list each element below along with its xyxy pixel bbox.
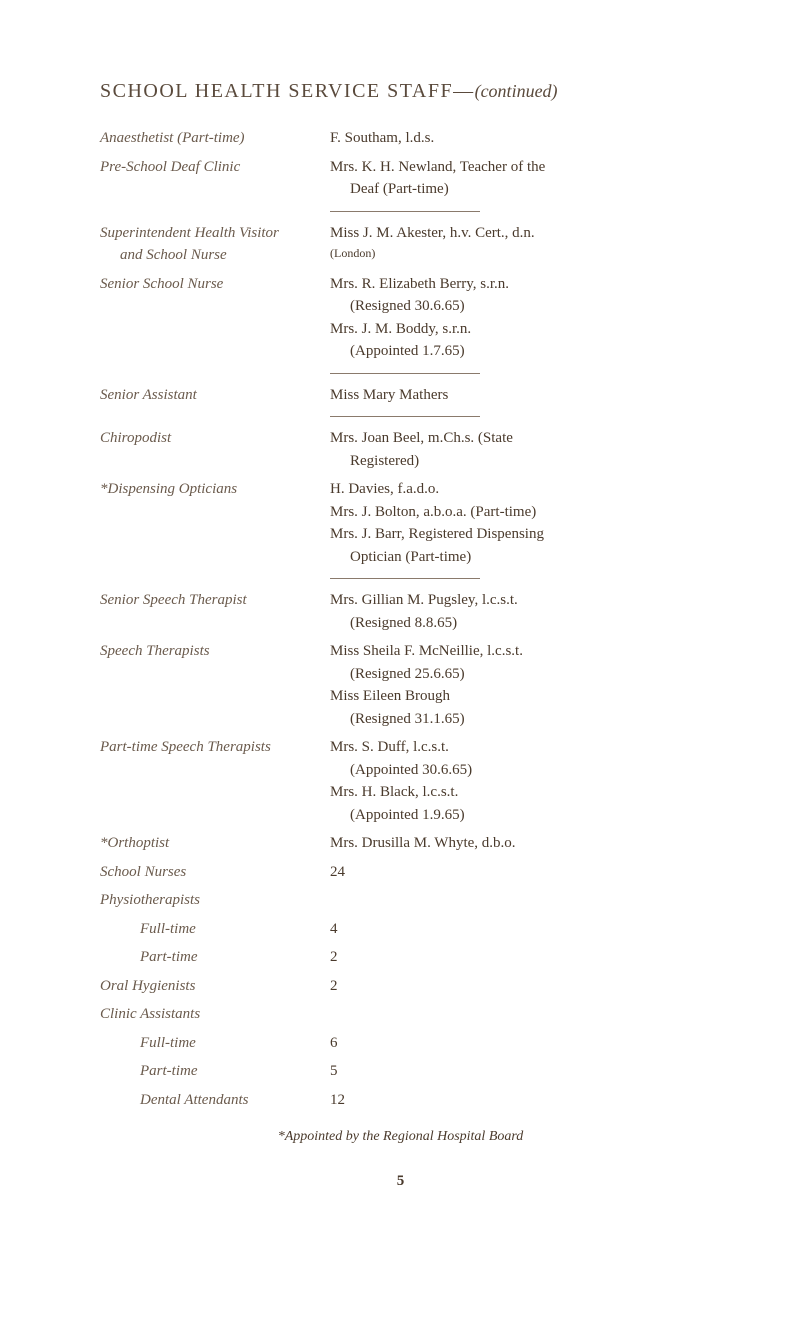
role: Senior School Nurse — [100, 273, 330, 363]
title-main: SCHOOL HEALTH SERVICE STAFF— — [100, 80, 475, 102]
value: 12 — [330, 1089, 701, 1112]
value: Mrs. Drusilla M. Whyte, d.b.o. — [330, 832, 701, 855]
role: Pre-School Deaf Clinic — [100, 156, 330, 201]
role: Part-time Speech Therapists — [100, 736, 330, 826]
divider — [330, 211, 480, 212]
value: Mrs. Gillian M. Pugsley, l.c.s.t. (Resig… — [330, 589, 701, 634]
value: H. Davies, f.a.d.o. Mrs. J. Bolton, a.b.… — [330, 478, 701, 568]
page-title: SCHOOL HEALTH SERVICE STAFF—(continued) — [100, 80, 701, 103]
entry-clinic-pt: Part-time 5 — [100, 1060, 701, 1083]
divider — [330, 578, 480, 579]
value: Miss Sheila F. McNeillie, l.c.s.t. (Resi… — [330, 640, 701, 730]
role: Oral Hygienists — [100, 975, 330, 998]
value: Miss J. M. Akester, h.v. Cert., d.n. (Lo… — [330, 222, 701, 267]
entry-ptst: Part-time Speech Therapists Mrs. S. Duff… — [100, 736, 701, 826]
role: Full-time — [100, 918, 330, 941]
value: Mrs. R. Elizabeth Berry, s.r.n. (Resigne… — [330, 273, 701, 363]
role: Dental Attendants — [100, 1089, 330, 1112]
role: *Dispensing Opticians — [100, 478, 330, 568]
entry-oral: Oral Hygienists 2 — [100, 975, 701, 998]
entry-chiropodist: Chiropodist Mrs. Joan Beel, m.Ch.s. (Sta… — [100, 427, 701, 472]
entry-clinic: Clinic Assistants — [100, 1003, 701, 1026]
value: F. Southam, l.d.s. — [330, 127, 701, 150]
role: *Orthoptist — [100, 832, 330, 855]
divider — [330, 373, 480, 374]
role: Senior Assistant — [100, 384, 330, 407]
value: 6 — [330, 1032, 701, 1055]
entry-sst: Senior Speech Therapist Mrs. Gillian M. … — [100, 589, 701, 634]
value: 4 — [330, 918, 701, 941]
entry-st: Speech Therapists Miss Sheila F. McNeill… — [100, 640, 701, 730]
value: Mrs. K. H. Newland, Teacher of the Deaf … — [330, 156, 701, 201]
entry-ortho: *Orthoptist Mrs. Drusilla M. Whyte, d.b.… — [100, 832, 701, 855]
value: Miss Mary Mathers — [330, 384, 701, 407]
entry-dental: Dental Attendants 12 — [100, 1089, 701, 1112]
entry-dispensing: *Dispensing Opticians H. Davies, f.a.d.o… — [100, 478, 701, 568]
value: 2 — [330, 975, 701, 998]
role: Part-time — [100, 1060, 330, 1083]
entry-senior-nurse: Senior School Nurse Mrs. R. Elizabeth Be… — [100, 273, 701, 363]
entry-nurses: School Nurses 24 — [100, 861, 701, 884]
role: Physiotherapists — [100, 889, 330, 912]
value — [330, 889, 701, 912]
value — [330, 1003, 701, 1026]
entry-physio-ft: Full-time 4 — [100, 918, 701, 941]
role: Full-time — [100, 1032, 330, 1055]
role: Anaesthetist (Part-time) — [100, 127, 330, 150]
role: Senior Speech Therapist — [100, 589, 330, 634]
role: Speech Therapists — [100, 640, 330, 730]
title-suffix: (continued) — [475, 81, 558, 101]
entry-clinic-ft: Full-time 6 — [100, 1032, 701, 1055]
value: 24 — [330, 861, 701, 884]
value: 5 — [330, 1060, 701, 1083]
role: School Nurses — [100, 861, 330, 884]
role: Clinic Assistants — [100, 1003, 330, 1026]
divider — [330, 416, 480, 417]
entry-physio: Physiotherapists — [100, 889, 701, 912]
value: Mrs. S. Duff, l.c.s.t. (Appointed 30.6.6… — [330, 736, 701, 826]
entry-anaesthetist: Anaesthetist (Part-time) F. Southam, l.d… — [100, 127, 701, 150]
footnote: *Appointed by the Regional Hospital Boar… — [100, 1129, 701, 1145]
value: Mrs. Joan Beel, m.Ch.s. (State Registere… — [330, 427, 701, 472]
entry-superintendent: Superintendent Health Visitor and School… — [100, 222, 701, 267]
entry-physio-pt: Part-time 2 — [100, 946, 701, 969]
value: 2 — [330, 946, 701, 969]
entry-senior-assistant: Senior Assistant Miss Mary Mathers — [100, 384, 701, 407]
role: Superintendent Health Visitor and School… — [100, 222, 330, 267]
entry-preschool: Pre-School Deaf Clinic Mrs. K. H. Newlan… — [100, 156, 701, 201]
page-number: 5 — [100, 1173, 701, 1190]
role: Part-time — [100, 946, 330, 969]
role: Chiropodist — [100, 427, 330, 472]
